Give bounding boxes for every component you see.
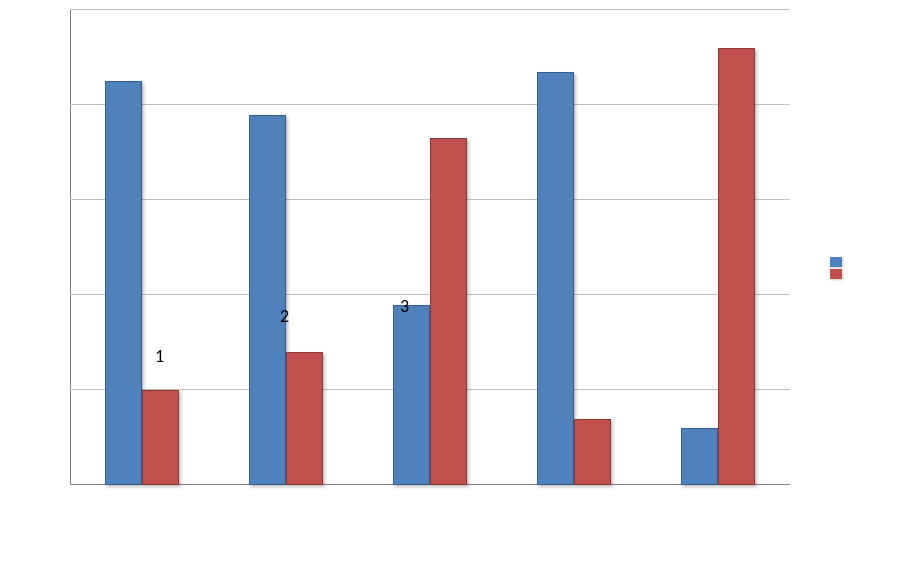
annotation-3: 3 <box>400 295 409 317</box>
chart-stage: 1 2 3 <box>0 0 917 561</box>
legend-swatch-series1 <box>830 257 842 267</box>
bar-series1-g3 <box>393 305 430 486</box>
bar-series1-g1 <box>105 81 142 485</box>
bar-series1-g4 <box>537 72 574 485</box>
bar-series2-g3 <box>430 138 467 485</box>
bar-series2-g2 <box>286 352 323 485</box>
bar-series1-g5 <box>681 428 718 485</box>
gridline <box>70 104 790 105</box>
legend <box>830 255 848 281</box>
bar-series1-g2 <box>249 115 286 486</box>
bar-series2-g5 <box>718 48 755 485</box>
gridline <box>70 9 790 10</box>
plot-area <box>70 10 790 485</box>
annotation-1: 1 <box>155 345 164 367</box>
bar-series2-g4 <box>574 419 611 486</box>
legend-item-series2 <box>830 269 848 279</box>
legend-swatch-series2 <box>830 269 842 279</box>
bar-series2-g1 <box>142 390 179 485</box>
y-axis-line <box>70 10 71 485</box>
legend-item-series1 <box>830 257 848 267</box>
annotation-2: 2 <box>280 305 289 327</box>
